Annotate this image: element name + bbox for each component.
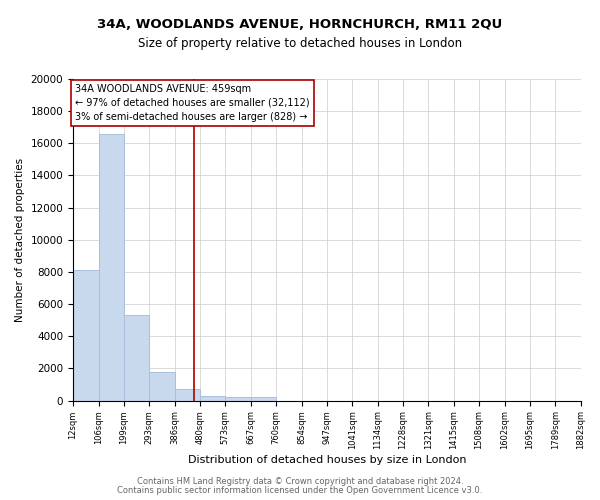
Bar: [124, 316, 149, 400]
Bar: [149, 372, 175, 400]
Text: Contains public sector information licensed under the Open Government Licence v3: Contains public sector information licen…: [118, 486, 482, 495]
Bar: [98, 134, 124, 400]
Text: Contains HM Land Registry data © Crown copyright and database right 2024.: Contains HM Land Registry data © Crown c…: [137, 477, 463, 486]
Bar: [225, 398, 251, 400]
Text: 34A WOODLANDS AVENUE: 459sqm
← 97% of detached houses are smaller (32,112)
3% of: 34A WOODLANDS AVENUE: 459sqm ← 97% of de…: [75, 84, 310, 122]
X-axis label: Distribution of detached houses by size in London: Distribution of detached houses by size …: [188, 455, 466, 465]
Y-axis label: Number of detached properties: Number of detached properties: [15, 158, 25, 322]
Bar: [251, 398, 276, 400]
Text: 34A, WOODLANDS AVENUE, HORNCHURCH, RM11 2QU: 34A, WOODLANDS AVENUE, HORNCHURCH, RM11 …: [97, 18, 503, 30]
Bar: [175, 388, 200, 400]
Bar: [200, 396, 225, 400]
Bar: [73, 270, 98, 400]
Text: Size of property relative to detached houses in London: Size of property relative to detached ho…: [138, 38, 462, 51]
